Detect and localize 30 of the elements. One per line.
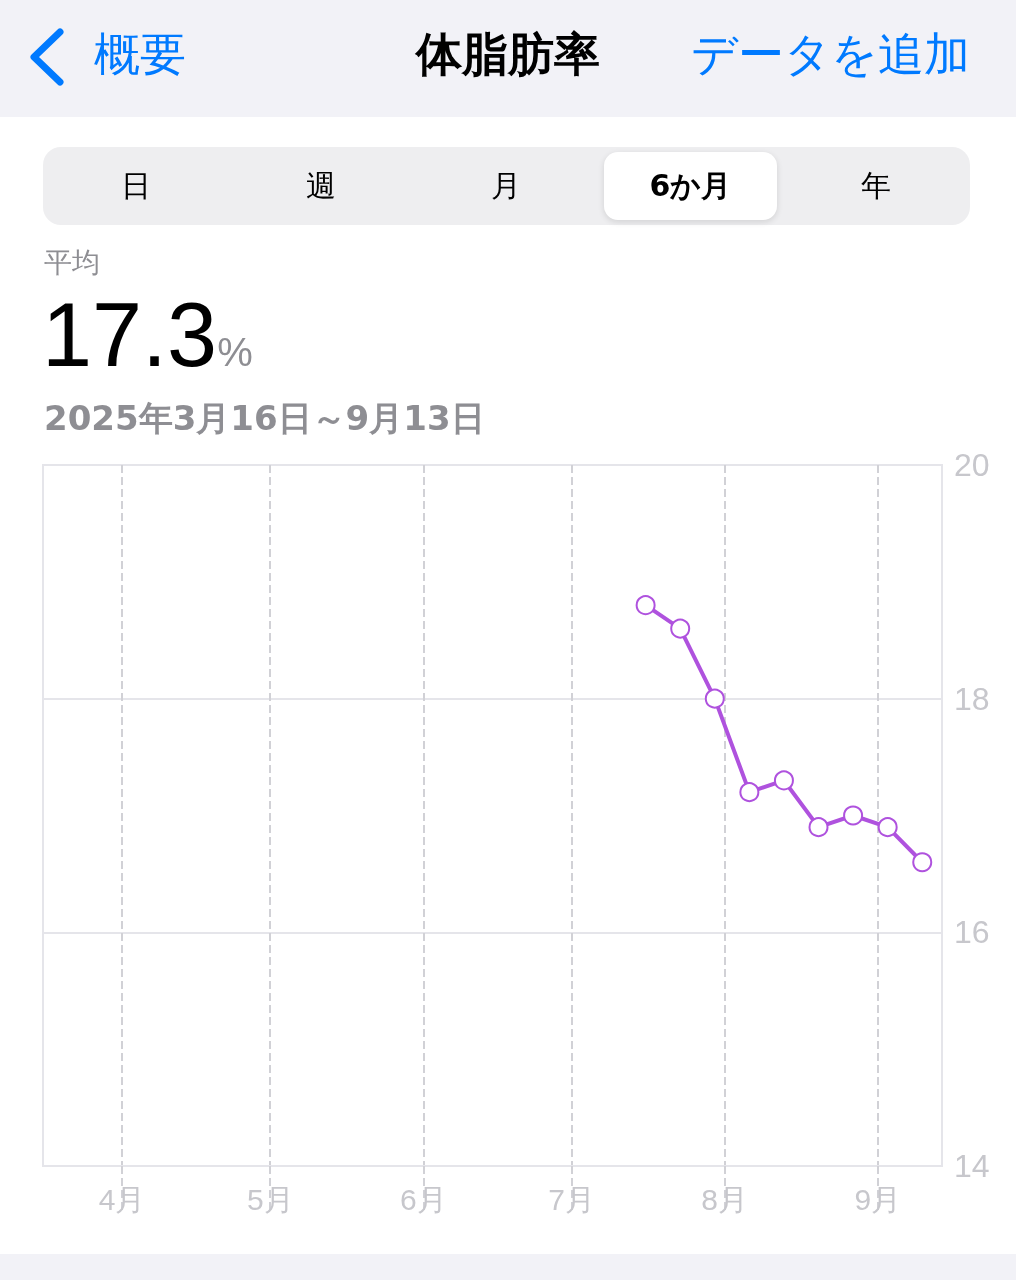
- x-tick-label: 5月: [246, 1182, 294, 1216]
- x-tick-label: 9月: [854, 1182, 902, 1216]
- text: 2025年3月16日～9月13日: [44, 397, 485, 440]
- text: 日: [119, 167, 152, 205]
- point: [670, 618, 691, 639]
- point: [877, 817, 898, 838]
- point: [739, 782, 760, 803]
- chart-title: 体脂肪率: [416, 27, 600, 81]
- point: [635, 595, 656, 616]
- text: 概要: [94, 26, 186, 83]
- y-tick-label: 14: [954, 1148, 990, 1184]
- text: データを追加: [691, 26, 970, 83]
- y-tick-label: 20: [954, 447, 990, 483]
- text: 週: [304, 167, 337, 205]
- text: 17.3%: [42, 284, 253, 387]
- point: [912, 852, 933, 873]
- x-tick-label: 6月: [400, 1182, 447, 1216]
- x-tick-label: 8月: [701, 1182, 748, 1216]
- text: 6か月: [648, 167, 733, 205]
- text: 年: [859, 167, 892, 205]
- point: [843, 805, 864, 826]
- y-tick-label: 18: [954, 680, 990, 717]
- x-tick-label: 7月: [548, 1182, 595, 1216]
- point: [773, 770, 794, 791]
- x-tick-label: 4月: [98, 1182, 146, 1216]
- point: [704, 688, 725, 709]
- y-tick-label: 16: [954, 914, 990, 951]
- text: 月: [489, 167, 522, 205]
- text: 平均: [44, 245, 100, 281]
- point: [808, 817, 829, 838]
